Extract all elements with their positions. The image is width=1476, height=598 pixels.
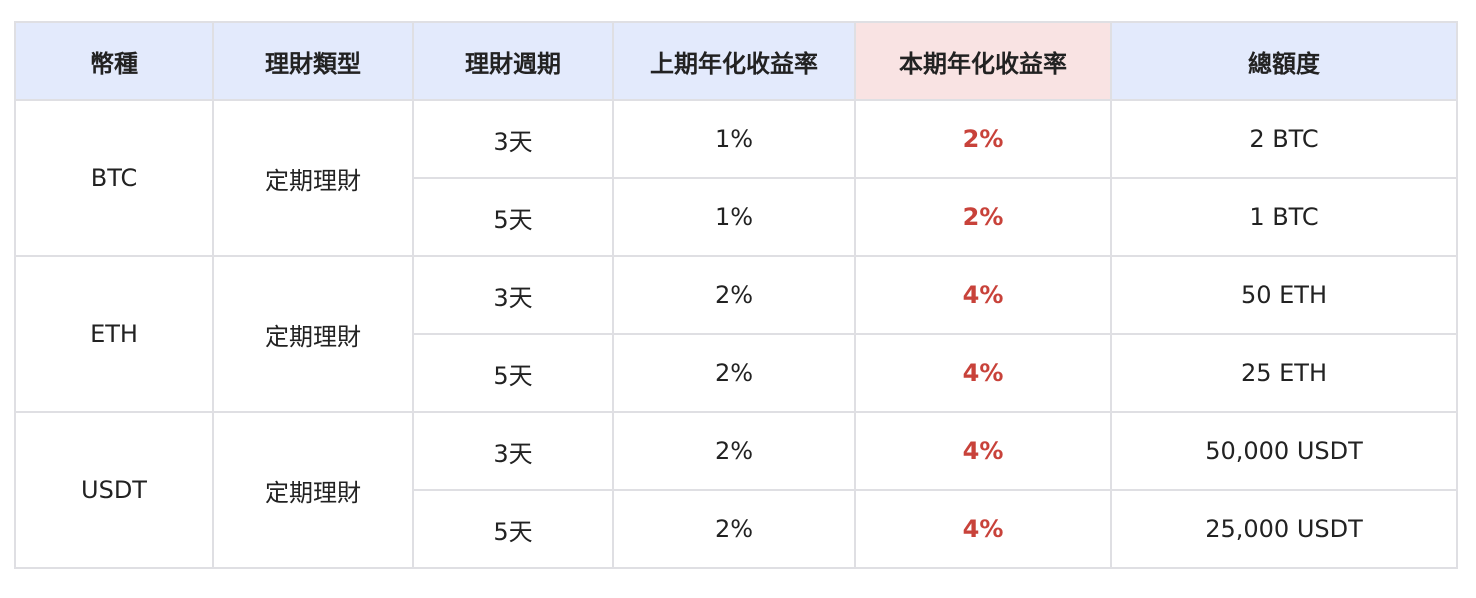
header-coin: 幣種 <box>14 21 214 101</box>
period-cell: 3天 <box>412 99 614 179</box>
total-cell: 2 BTC <box>1110 99 1458 179</box>
prev-rate-cell: 2% <box>612 333 856 413</box>
curr-rate-cell: 4% <box>854 255 1112 335</box>
header-row: 幣種 理財類型 理財週期 上期年化收益率 本期年化收益率 總額度 <box>14 21 1458 101</box>
period-cell: 5天 <box>412 333 614 413</box>
header-total: 總額度 <box>1110 21 1458 101</box>
header-period: 理財週期 <box>412 21 614 101</box>
prev-rate-cell: 2% <box>612 411 856 491</box>
curr-rate-cell: 4% <box>854 489 1112 569</box>
curr-rate-cell: 2% <box>854 99 1112 179</box>
period-cell: 5天 <box>412 489 614 569</box>
header-type: 理財類型 <box>212 21 414 101</box>
table-row: 5天 2% 4% 25 ETH <box>15 333 1458 413</box>
total-cell: 1 BTC <box>1110 177 1458 257</box>
total-cell: 50,000 USDT <box>1110 411 1458 491</box>
type-cell: 定期理財 <box>212 255 414 413</box>
yield-table: 幣種 理財類型 理財週期 上期年化收益率 本期年化收益率 總額度 BTC 定期理財… <box>14 21 1458 569</box>
table-row: 5天 1% 2% 1 BTC <box>15 177 1458 257</box>
total-cell: 25,000 USDT <box>1110 489 1458 569</box>
coin-cell: BTC <box>14 99 214 257</box>
curr-rate-cell: 2% <box>854 177 1112 257</box>
coin-cell: USDT <box>14 411 214 569</box>
curr-rate-cell: 4% <box>854 333 1112 413</box>
header-curr-rate: 本期年化收益率 <box>854 21 1112 101</box>
table-row: BTC 定期理財 3天 1% 2% 2 BTC <box>14 99 1458 257</box>
prev-rate-cell: 2% <box>612 489 856 569</box>
period-cell: 3天 <box>412 411 614 491</box>
coin-cell: ETH <box>14 255 214 413</box>
header-prev-rate: 上期年化收益率 <box>612 21 856 101</box>
table-row: 5天 2% 4% 25,000 USDT <box>15 489 1458 569</box>
type-cell: 定期理財 <box>212 99 414 257</box>
total-cell: 50 ETH <box>1110 255 1458 335</box>
prev-rate-cell: 1% <box>612 177 856 257</box>
table-row: USDT 定期理財 3天 2% 4% 50,000 USDT <box>14 411 1458 569</box>
total-cell: 25 ETH <box>1110 333 1458 413</box>
curr-rate-cell: 4% <box>854 411 1112 491</box>
table-row: ETH 定期理財 3天 2% 4% 50 ETH <box>14 255 1458 413</box>
prev-rate-cell: 1% <box>612 99 856 179</box>
type-cell: 定期理財 <box>212 411 414 569</box>
period-cell: 3天 <box>412 255 614 335</box>
prev-rate-cell: 2% <box>612 255 856 335</box>
period-cell: 5天 <box>412 177 614 257</box>
